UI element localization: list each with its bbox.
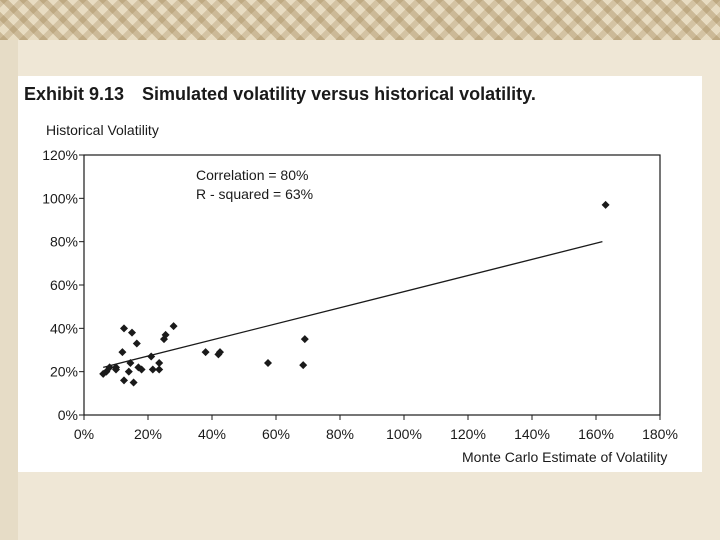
x-tick-label: 20% (134, 426, 162, 442)
data-point (299, 361, 308, 370)
x-tick-label: 180% (642, 426, 678, 442)
exhibit-number: Exhibit 9.13 (24, 84, 125, 104)
y-tick-label: 20% (50, 364, 78, 380)
data-point (264, 359, 272, 367)
annotation-correlation: Correlation = 80% (196, 167, 308, 183)
x-tick-label: 100% (386, 426, 422, 442)
data-point (128, 328, 136, 337)
data-point (112, 365, 120, 374)
data-point (118, 348, 127, 357)
trendline (103, 241, 603, 368)
x-tick-label: 40% (198, 426, 226, 442)
x-tick-label: 60% (262, 426, 290, 442)
data-point (132, 339, 141, 348)
chart-title: Exhibit 9.13 Simulated volatility versus … (24, 84, 536, 105)
y-tick-label: 60% (50, 277, 78, 293)
data-points (99, 200, 610, 387)
y-tick-label: 80% (50, 234, 78, 250)
data-point (148, 365, 157, 374)
decorative-border-left (0, 40, 18, 540)
y-tick-label: 100% (42, 190, 78, 206)
data-point (201, 348, 210, 357)
exhibit-card (18, 76, 702, 472)
data-point (126, 359, 135, 367)
data-point (155, 359, 164, 367)
x-ticks: 0% 20% 40% 60% 80% 100% 120% 140% 160% 180% (74, 415, 678, 442)
data-point (601, 200, 610, 209)
plot-frame (83, 154, 661, 416)
x-tick-label: 0% (74, 426, 94, 442)
x-tick-label: 140% (514, 426, 550, 442)
y-ticks: 0% 20% 40% 60% 80% 100% 120% (42, 147, 84, 423)
x-axis-title: Monte Carlo Estimate of Volatility (462, 449, 668, 465)
x-tick-label: 80% (326, 426, 354, 442)
data-point (129, 378, 138, 387)
x-tick-label: 120% (450, 426, 486, 442)
data-point (137, 365, 146, 374)
y-axis-title: Historical Volatility (46, 122, 159, 138)
data-point (147, 352, 156, 361)
data-point (120, 376, 128, 385)
y-tick-label: 40% (50, 320, 78, 336)
y-tick-label: 0% (58, 407, 78, 423)
data-point (216, 348, 224, 357)
data-point (161, 330, 170, 339)
data-point (124, 367, 133, 376)
annotation-r-squared: R - squared = 63% (196, 186, 313, 202)
exhibit-title: Simulated volatility versus historical v… (142, 84, 536, 104)
data-point (155, 365, 164, 374)
data-point (169, 322, 178, 331)
data-point (120, 324, 128, 333)
data-point (105, 363, 114, 372)
x-tick-label: 160% (578, 426, 614, 442)
y-tick-label: 120% (42, 147, 78, 163)
decorative-border-top (0, 0, 720, 40)
data-point (300, 335, 309, 344)
